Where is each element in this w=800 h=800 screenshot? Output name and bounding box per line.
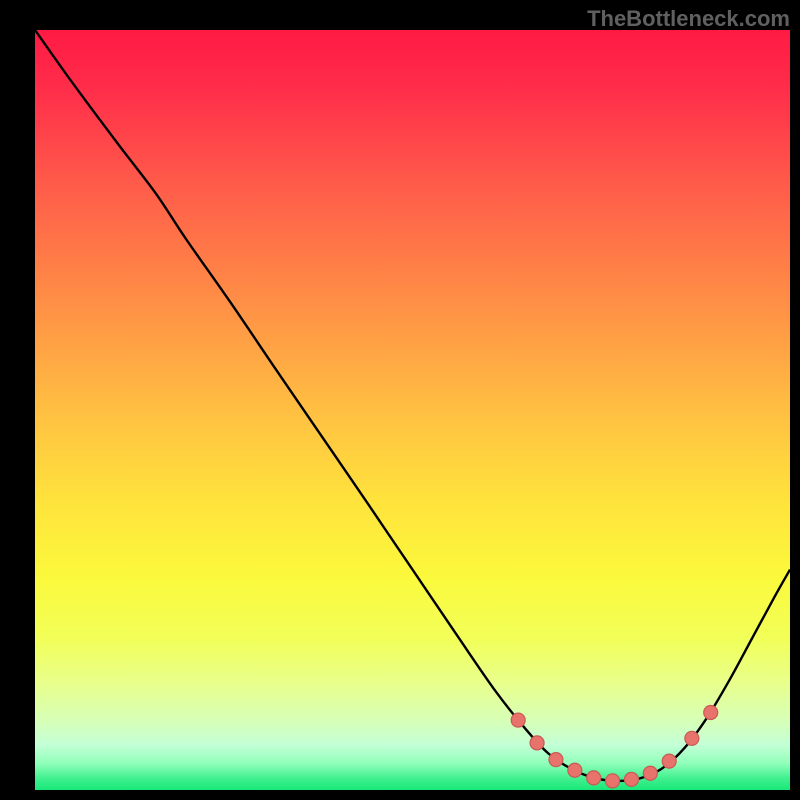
marker-dot	[511, 713, 525, 727]
plot-area	[35, 30, 790, 790]
marker-dot	[606, 774, 620, 788]
marker-dot	[704, 705, 718, 719]
marker-dot	[530, 736, 544, 750]
bottleneck-curve	[35, 30, 790, 781]
marker-dot	[643, 766, 657, 780]
watermark-text: TheBottleneck.com	[587, 6, 790, 32]
chart-svg	[35, 30, 790, 790]
marker-dot	[685, 731, 699, 745]
marker-dot	[568, 763, 582, 777]
marker-dot	[549, 753, 563, 767]
chart-container: TheBottleneck.com	[0, 0, 800, 800]
marker-dot	[662, 754, 676, 768]
marker-dot	[624, 772, 638, 786]
marker-dot	[587, 771, 601, 785]
